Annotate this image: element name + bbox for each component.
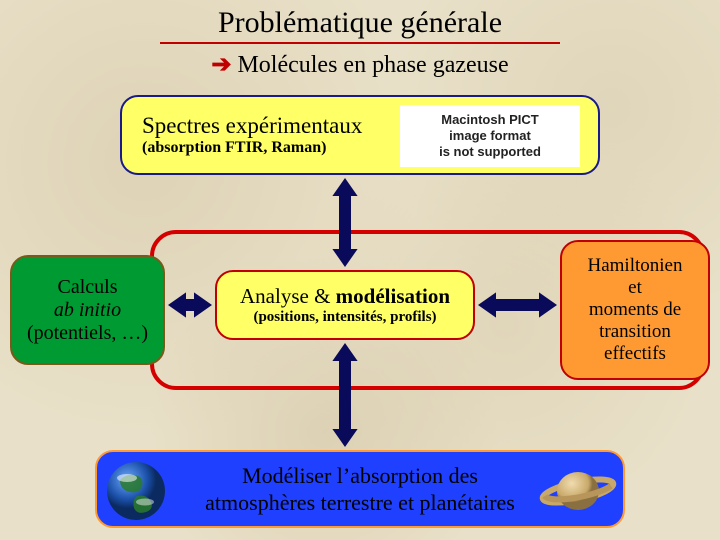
model-line2: atmosphères terrestre et planétaires [205, 489, 515, 517]
analyse-title-bold: modélisation [336, 284, 450, 308]
page-title: Problématique générale [0, 6, 720, 40]
spectra-title: Spectres expérimentaux [142, 113, 362, 139]
pict-text: Macintosh PICT image format is not suppo… [439, 112, 541, 161]
hamil-line2: et [628, 277, 642, 299]
subtitle-text: Molécules en phase gazeuse [237, 52, 508, 78]
box-hamiltonien: Hamiltonien et moments de transition eff… [560, 240, 710, 380]
earth-icon [105, 460, 167, 522]
title-underline [160, 42, 560, 44]
hamil-line5: effectifs [604, 343, 666, 365]
arrow-bullet-icon: ➔ [211, 52, 231, 78]
analyse-title-prefix: Analyse & [240, 284, 336, 308]
saturn-icon [539, 466, 617, 516]
hamil-line4: transition [599, 321, 671, 343]
subtitle: ➔Molécules en phase gazeuse [0, 50, 720, 79]
box-calculs: Calculs ab initio (potentiels, …) [10, 255, 165, 365]
hamil-line1: Hamiltonien [588, 255, 683, 277]
hamil-line3: moments de [589, 299, 681, 321]
pict-unsupported-box: Macintosh PICT image format is not suppo… [400, 105, 580, 167]
model-line1: Modéliser l’absorption des [205, 462, 515, 490]
box-modeliser: Modéliser l’absorption des atmosphères t… [95, 450, 625, 528]
calculs-line1: Calculs [58, 276, 118, 299]
analyse-title: Analyse & modélisation [240, 284, 450, 309]
analyse-subtitle: (positions, intensités, profils) [253, 309, 436, 326]
calculs-line3: (potentiels, …) [27, 322, 148, 345]
box-spectra: Spectres expérimentaux (absorption FTIR,… [120, 95, 600, 175]
spectra-subtitle: (absorption FTIR, Raman) [142, 139, 362, 157]
calculs-line2: ab initio [54, 299, 121, 322]
box-analyse: Analyse & modélisation (positions, inten… [215, 270, 475, 340]
